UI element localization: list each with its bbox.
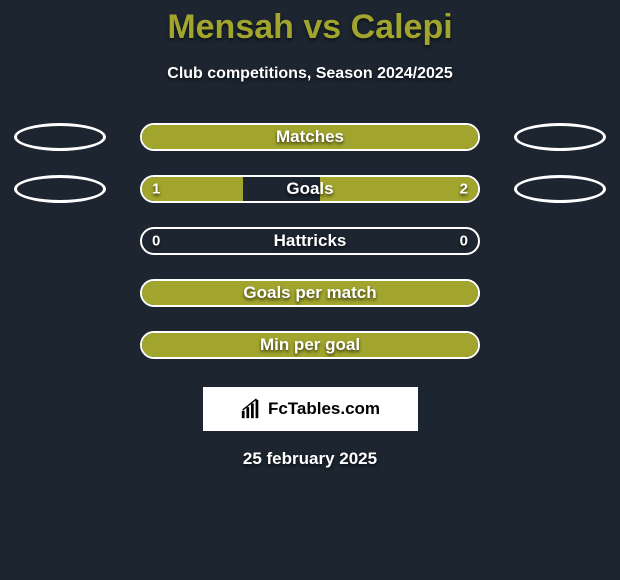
stat-label: Goals — [286, 179, 333, 199]
stat-bar: Matches — [140, 123, 480, 151]
stat-row: Hattricks 0 0 — [0, 227, 620, 255]
player-ellipse-right — [514, 123, 606, 151]
player-ellipse-left — [14, 123, 106, 151]
stat-label: Goals per match — [243, 283, 376, 303]
stat-label: Matches — [276, 127, 344, 147]
stat-label: Min per goal — [260, 335, 360, 355]
stat-value-right: 0 — [460, 233, 468, 250]
stat-bar: Hattricks 0 0 — [140, 227, 480, 255]
stat-row: Matches — [0, 123, 620, 151]
stat-rows: Matches Goals 1 2 Hattricks 0 0 Goals per match… — [0, 123, 620, 359]
stat-bar: Goals per match — [140, 279, 480, 307]
site-badge[interactable]: FcTables.com — [203, 387, 418, 431]
stat-value-left: 1 — [152, 181, 160, 198]
chart-icon — [240, 398, 262, 420]
stat-row: Goals 1 2 — [0, 175, 620, 203]
stat-bar: Goals 1 2 — [140, 175, 480, 203]
date-text: 25 february 2025 — [243, 449, 377, 469]
comparison-infographic: Mensah vs Calepi Club competitions, Seas… — [0, 0, 620, 469]
stat-value-right: 2 — [460, 181, 468, 198]
player-ellipse-right — [514, 175, 606, 203]
stat-label: Hattricks — [274, 231, 347, 251]
page-title: Mensah vs Calepi — [167, 8, 452, 47]
page-subtitle: Club competitions, Season 2024/2025 — [167, 65, 452, 83]
stat-row: Goals per match — [0, 279, 620, 307]
stat-value-left: 0 — [152, 233, 160, 250]
bar-fill-right — [320, 177, 478, 201]
site-name: FcTables.com — [268, 399, 380, 419]
stat-row: Min per goal — [0, 331, 620, 359]
player-ellipse-left — [14, 175, 106, 203]
stat-bar: Min per goal — [140, 331, 480, 359]
